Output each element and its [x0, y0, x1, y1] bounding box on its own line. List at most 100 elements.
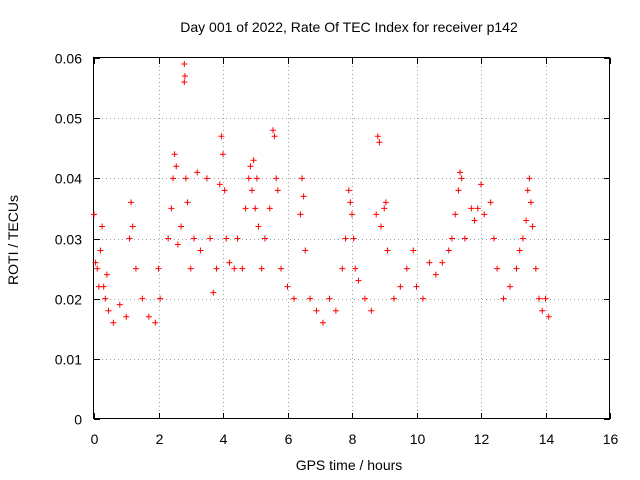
- data-point: [468, 205, 475, 212]
- data-point: [457, 169, 464, 176]
- data-point: [157, 295, 164, 302]
- data-point: [527, 199, 534, 206]
- data-point: [102, 295, 109, 302]
- data-point: [490, 235, 497, 242]
- x-tick-label: 10: [410, 431, 426, 447]
- grid-lines: [94, 58, 610, 419]
- data-point: [545, 313, 552, 320]
- data-point: [526, 175, 533, 182]
- x-tick-label: 14: [539, 431, 555, 447]
- data-point: [261, 235, 268, 242]
- data-point: [258, 265, 265, 272]
- data-point: [182, 175, 189, 182]
- data-point: [345, 187, 352, 194]
- data-point: [439, 259, 446, 266]
- data-point: [213, 265, 220, 272]
- y-tick-label: 0.01: [55, 352, 82, 368]
- data-point: [250, 157, 257, 164]
- data-point: [181, 61, 188, 68]
- data-point: [194, 169, 201, 176]
- data-point: [378, 223, 385, 230]
- data-point: [319, 319, 326, 326]
- data-point: [220, 151, 226, 158]
- data-point: [524, 187, 531, 194]
- data-point: [105, 307, 112, 314]
- plot-frame: [93, 57, 610, 419]
- data-point: [234, 235, 241, 242]
- y-tick-label: 0.05: [55, 111, 82, 127]
- data-point: [419, 295, 426, 302]
- data-point: [203, 175, 210, 182]
- data-point: [461, 235, 468, 242]
- x-tick-labels: 0 2 4 6 8 10 12 14 16: [91, 431, 619, 447]
- data-point: [350, 235, 357, 242]
- data-point: [539, 307, 546, 314]
- data-point: [181, 79, 188, 86]
- data-point: [523, 217, 530, 224]
- data-point: [116, 301, 123, 308]
- data-point: [226, 259, 233, 266]
- data-point: [478, 181, 484, 188]
- data-point: [507, 283, 514, 290]
- data-point: [355, 277, 362, 284]
- data-point: [339, 265, 346, 272]
- data-point: [155, 265, 162, 272]
- data-point: [274, 187, 281, 194]
- data-point: [187, 265, 194, 272]
- y-tick-label: 0.06: [55, 51, 82, 67]
- data-point: [516, 247, 523, 254]
- data-point: [255, 223, 262, 230]
- x-tick-label: 2: [156, 431, 164, 447]
- x-tick-label: 8: [349, 431, 357, 447]
- data-point: [271, 133, 278, 140]
- data-point: [349, 211, 355, 218]
- data-point: [273, 175, 280, 182]
- axis-ticks: [94, 58, 611, 420]
- data-point: [110, 319, 117, 326]
- y-tick-label: 0: [74, 412, 82, 428]
- data-point: [513, 265, 520, 272]
- data-points: [91, 61, 552, 326]
- data-point: [284, 283, 291, 290]
- data-point: [426, 259, 433, 266]
- data-point: [532, 265, 539, 272]
- data-point: [97, 247, 104, 254]
- x-tick-label: 0: [91, 431, 99, 447]
- data-point: [231, 265, 238, 272]
- data-point: [332, 307, 339, 314]
- data-point: [300, 193, 307, 200]
- x-axis-label: GPS time / hours: [296, 457, 403, 473]
- data-point: [403, 265, 410, 272]
- data-point: [397, 283, 404, 290]
- data-point: [299, 175, 306, 182]
- data-point: [173, 163, 180, 170]
- data-point: [242, 205, 249, 212]
- data-point: [382, 199, 389, 206]
- data-point: [374, 133, 381, 140]
- data-point: [210, 289, 217, 296]
- data-point: [519, 235, 526, 242]
- data-point: [487, 199, 494, 206]
- data-point: [92, 259, 99, 266]
- data-point: [94, 265, 101, 272]
- data-point: [529, 223, 536, 230]
- data-point: [99, 223, 106, 230]
- data-point: [307, 295, 314, 302]
- data-point: [448, 235, 455, 242]
- data-point: [223, 235, 230, 242]
- data-point: [368, 307, 375, 314]
- data-point: [152, 319, 159, 326]
- data-point: [352, 265, 359, 272]
- data-point: [207, 235, 214, 242]
- y-axis-label: ROTI / TECUs: [5, 195, 21, 285]
- x-tick-label: 4: [220, 431, 228, 447]
- data-point: [145, 313, 152, 320]
- data-point: [168, 205, 175, 212]
- x-tick-label: 16: [603, 431, 619, 447]
- data-point: [266, 205, 273, 212]
- data-point: [278, 265, 285, 272]
- data-point: [178, 223, 185, 230]
- data-point: [445, 247, 452, 254]
- data-point: [413, 283, 420, 290]
